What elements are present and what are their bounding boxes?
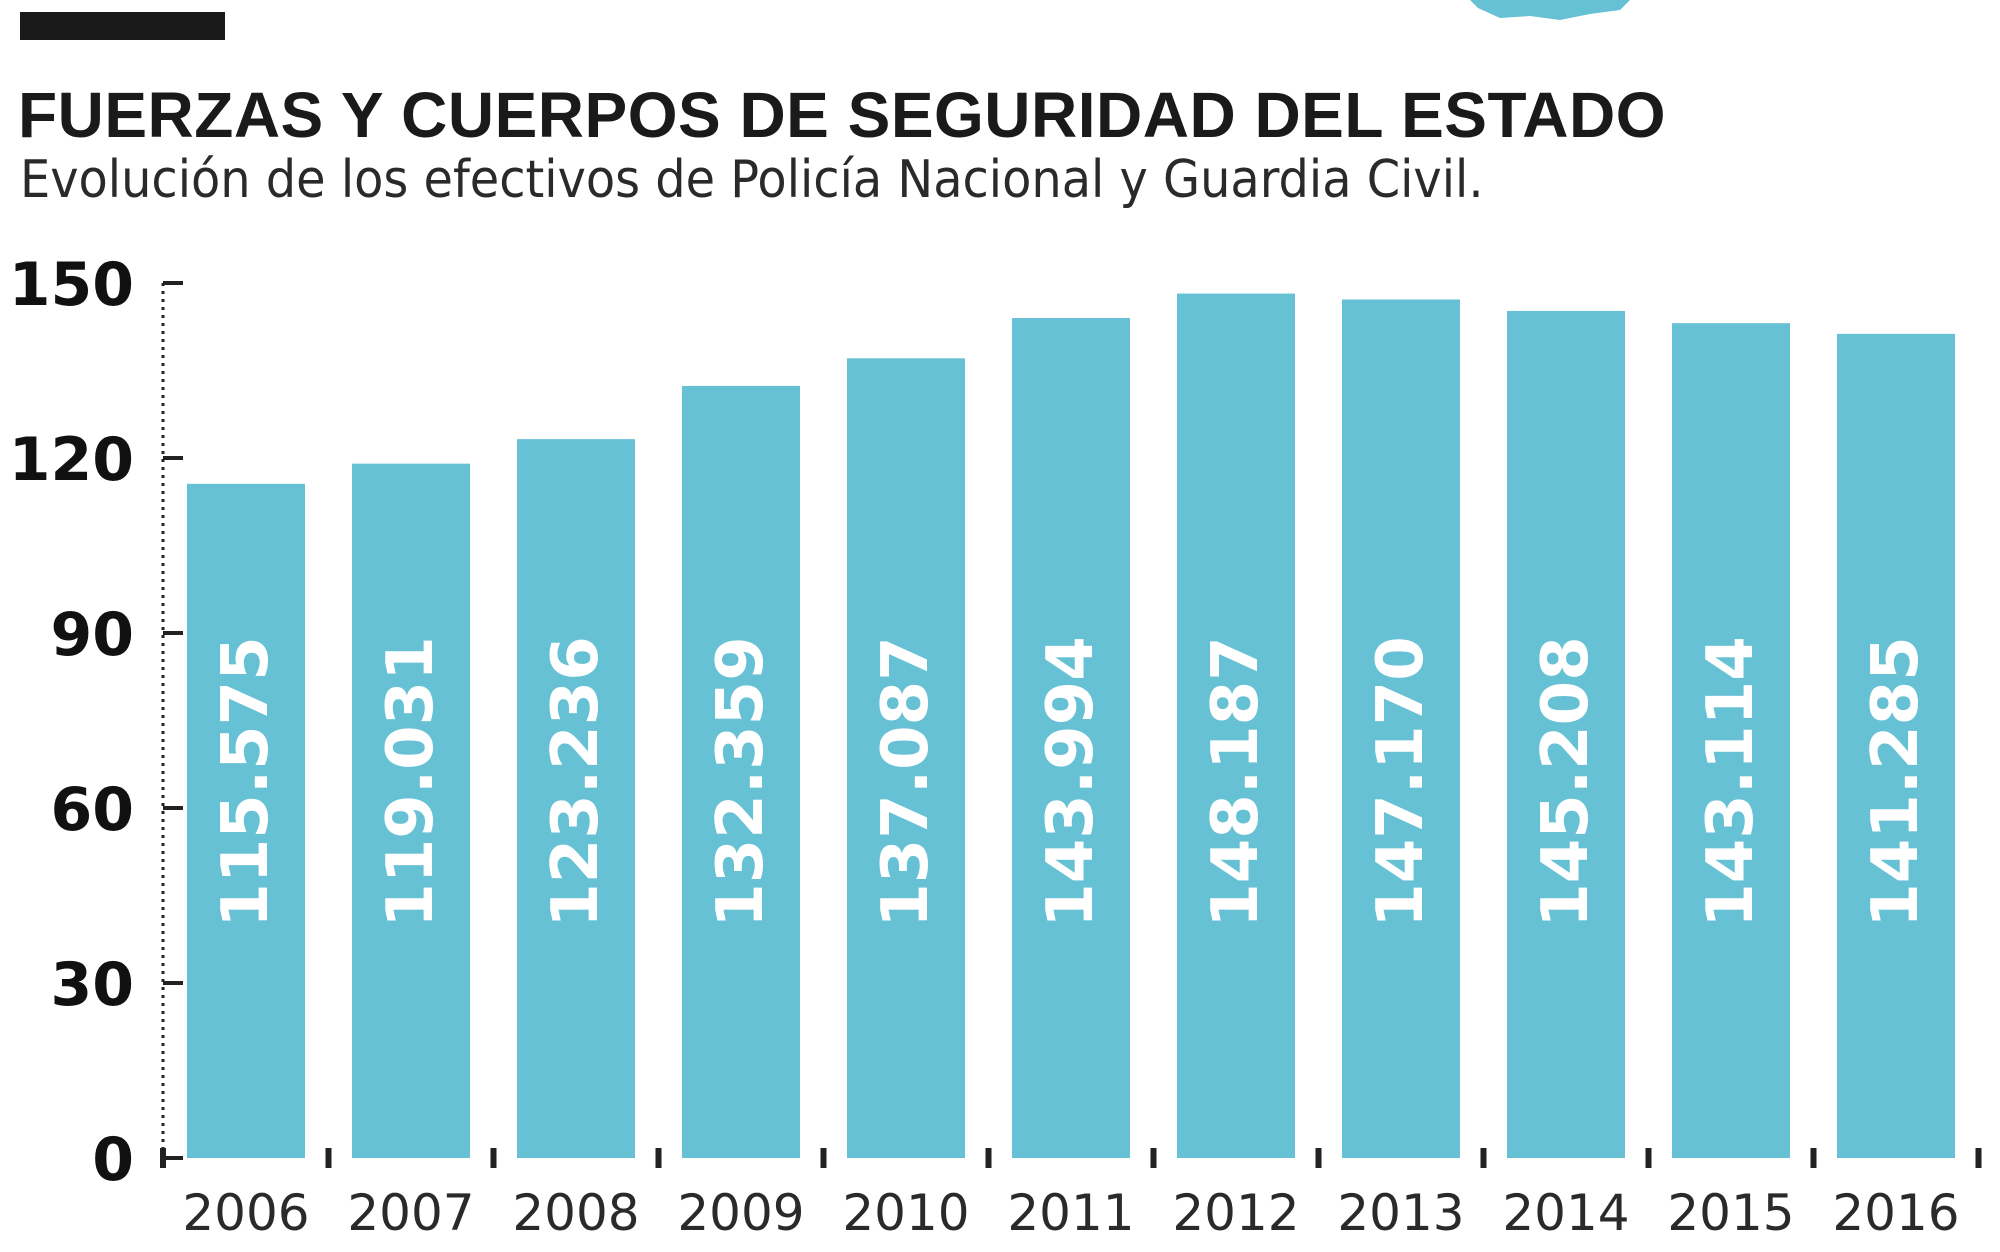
bar-value-label: 148.187	[1199, 636, 1273, 928]
bar-value-label: 137.087	[869, 636, 943, 928]
x-tick-label: 2013	[1337, 1184, 1464, 1242]
bar-2012	[1177, 293, 1295, 1159]
y-tick-label: 120	[9, 425, 134, 495]
bar-value-label: 143.994	[1034, 636, 1108, 928]
x-tick-label: 2015	[1667, 1184, 1794, 1242]
bar-2016	[1837, 333, 1955, 1158]
bar-2011	[1012, 318, 1130, 1158]
y-tick-label: 30	[51, 950, 135, 1020]
bar-value-label: 123.236	[539, 636, 613, 928]
y-tick-label: 150	[9, 250, 134, 320]
x-tick-label: 2007	[347, 1184, 474, 1242]
bar-value-label: 145.208	[1529, 636, 1603, 928]
x-tick-label: 2016	[1832, 1184, 1959, 1242]
chart-labels: 115.575 2006 119.031 2007 123.236 2008 132.359…	[182, 636, 1959, 1242]
bar-2009	[682, 385, 800, 1158]
x-tick-label: 2012	[1172, 1184, 1299, 1242]
x-tick-label: 2009	[677, 1184, 804, 1242]
bar-value-label: 132.359	[704, 636, 778, 928]
bar-value-label: 147.170	[1364, 636, 1438, 928]
chart-axes: 0 30 60 90 120 150	[9, 250, 1982, 1195]
x-tick-label: 2006	[182, 1184, 309, 1242]
bar-value-label: 143.114	[1694, 636, 1768, 928]
chart-subtitle: Evolución de los efectivos de Policía Na…	[20, 150, 1484, 210]
chart-bars	[187, 293, 1955, 1159]
bar-value-label: 119.031	[374, 636, 448, 928]
bar-2015	[1672, 323, 1790, 1158]
x-tick-label: 2014	[1502, 1184, 1629, 1242]
chart-title: FUERZAS Y CUERPOS DE SEGURIDAD DEL ESTAD…	[18, 79, 1666, 151]
bar-2014	[1507, 310, 1625, 1158]
bar-2013	[1342, 299, 1460, 1159]
x-tick-label: 2011	[1007, 1184, 1134, 1242]
bar-2008	[517, 439, 635, 1159]
y-tick-label: 0	[92, 1125, 134, 1195]
y-tick-label: 60	[51, 775, 135, 845]
bar-2010	[847, 358, 965, 1159]
x-tick-label: 2010	[842, 1184, 969, 1242]
y-tick-label: 90	[51, 600, 135, 670]
bar-value-label: 115.575	[209, 636, 283, 928]
map-fragment-icon	[1470, 0, 1630, 20]
bar-value-label: 141.285	[1859, 636, 1933, 928]
x-tick-label: 2008	[512, 1184, 639, 1242]
bar-2006	[187, 483, 305, 1158]
header-accent-bar	[20, 12, 225, 40]
bar-2007	[352, 463, 470, 1159]
